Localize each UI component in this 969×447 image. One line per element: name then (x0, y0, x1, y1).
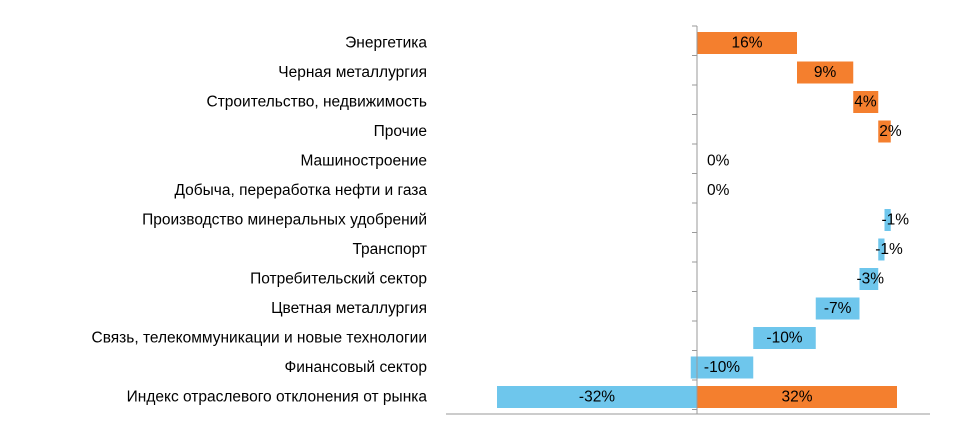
axis-group (446, 25, 930, 415)
bar-цветная-металлургия (815, 297, 860, 320)
category-label-12: Индекс отраслевого отклонения от рынка (127, 389, 428, 406)
total-negative-label: -32% (579, 389, 615, 406)
category-label-4: Машиностроение (300, 153, 427, 170)
bar-черная-металлургия (797, 61, 854, 84)
value-label-7: -1% (875, 241, 903, 258)
value-label-3: 2% (879, 123, 902, 140)
bar-энергетика (697, 32, 797, 54)
category-labels-group: Энергетика Черная металлургия Строительств… (92, 35, 428, 406)
value-label-8: -3% (857, 271, 885, 288)
category-label-3: Прочие (374, 123, 427, 140)
value-label-6: -1% (882, 212, 910, 229)
value-label-2: 4% (854, 94, 877, 111)
category-label-6: Производство минеральных удобрений (142, 212, 427, 229)
value-label-9: -7% (824, 300, 852, 317)
total-negative-bar (497, 386, 697, 408)
value-label-1: 9% (814, 64, 837, 81)
value-label-0: 16% (731, 35, 762, 52)
total-positive-bar (697, 386, 897, 408)
bar-потребительский-сектор (859, 268, 879, 290)
category-label-1: Черная металлургия (278, 64, 427, 81)
bar-финансовый-сектор (690, 356, 754, 379)
category-label-11: Финансовый сектор (284, 359, 427, 376)
value-label-11: -10% (704, 359, 740, 376)
category-label-5: Добыча, переработка нефти и газа (174, 182, 427, 199)
bar-прочие (878, 120, 891, 143)
value-label-10: -10% (766, 330, 802, 347)
category-label-0: Энергетика (345, 35, 427, 52)
bar-производство-минеральных-удобрений (884, 209, 891, 231)
category-label-7: Транспорт (352, 241, 427, 258)
category-label-8: Потребительский сектор (250, 271, 427, 288)
value-labels-group: 16% 9% 4%2% 0% 0% -1% -1% -3% -7% -10% -10% -32% 32% (579, 35, 909, 406)
value-label-4: 0% (707, 153, 730, 170)
total-positive-label: 32% (781, 389, 812, 406)
bar-строительство-недвижимость (853, 91, 879, 113)
bars-group (497, 32, 897, 408)
category-label-9: Цветная металлургия (271, 300, 427, 317)
category-label-10: Связь, телекоммуникации и новые технолог… (92, 330, 427, 347)
bar-связь-телекоммуникации-и-новые-технологии (753, 327, 816, 349)
bar-транспорт (878, 238, 885, 261)
value-label-5: 0% (707, 182, 730, 199)
category-label-2: Строительство, недвижимость (207, 94, 428, 111)
